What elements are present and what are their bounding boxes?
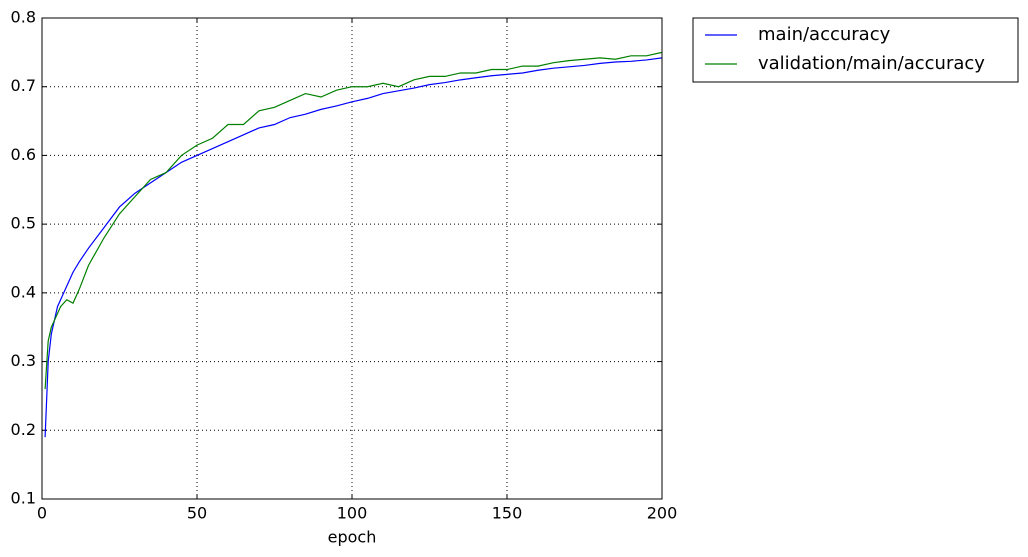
x-axis-label: epoch xyxy=(328,528,377,547)
x-tick-label: 0 xyxy=(37,504,47,523)
y-tick-label: 0.4 xyxy=(11,282,36,301)
legend-label: validation/main/accuracy xyxy=(758,53,985,74)
y-tick-label: 0.1 xyxy=(11,489,36,508)
y-tick-label: 0.7 xyxy=(11,76,36,95)
x-tick-label: 100 xyxy=(337,504,368,523)
data-line xyxy=(44,57,663,438)
y-tick-label: 0.6 xyxy=(11,145,36,164)
y-tick-label: 0.2 xyxy=(11,420,36,439)
x-tick-label: 50 xyxy=(187,504,207,523)
x-tick-label: 200 xyxy=(647,504,678,523)
data-line xyxy=(44,51,663,390)
y-tick-label: 0.8 xyxy=(11,8,36,27)
plot-frame xyxy=(41,17,663,500)
y-tick-label: 0.5 xyxy=(11,214,36,233)
legend-box xyxy=(692,17,1019,83)
legend-label: main/accuracy xyxy=(758,24,891,45)
x-tick-label: 150 xyxy=(492,504,523,523)
y-tick-label: 0.3 xyxy=(11,351,36,370)
